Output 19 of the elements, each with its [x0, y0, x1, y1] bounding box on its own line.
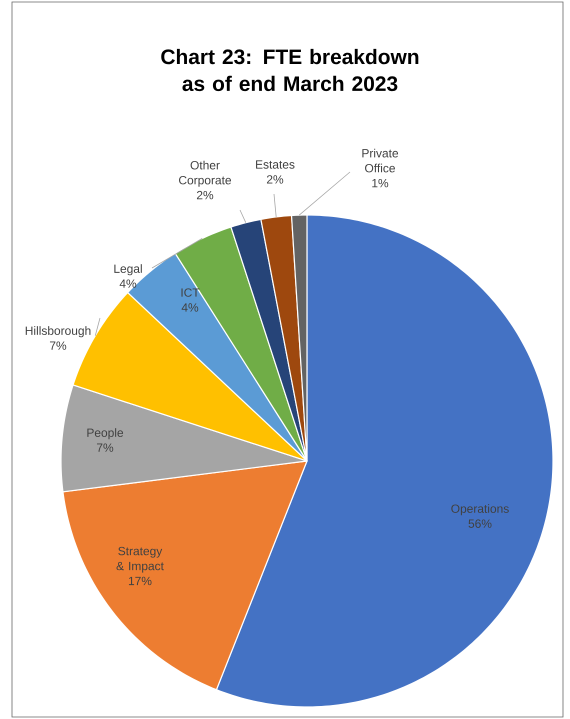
data-label: 17%	[128, 576, 152, 586]
slice-label: Operations	[451, 504, 509, 516]
slice-label: People	[87, 428, 124, 440]
slice-label: Private Office	[362, 148, 398, 172]
data-label: 2%	[266, 175, 284, 184]
data-label: 56%	[468, 519, 492, 528]
data-label: 1%	[372, 178, 388, 188]
data-label: 7%	[96, 443, 114, 452]
data-label: 7%	[50, 341, 66, 350]
slice-label: Hillsborough	[26, 326, 90, 338]
data-label: 4%	[120, 279, 136, 288]
data-label: 2%	[196, 190, 214, 200]
slice-label: Legal	[114, 264, 142, 276]
chart-title: Chart 23: FTE breakdown as of end March 2023	[161, 48, 418, 92]
slice-label: Estates	[256, 160, 294, 169]
slice-label: ICT	[181, 288, 200, 297]
slice-label: Other Corporate	[179, 160, 232, 187]
data-label: 4%	[182, 303, 198, 312]
slice-label: Strategy & Impact	[116, 546, 164, 573]
